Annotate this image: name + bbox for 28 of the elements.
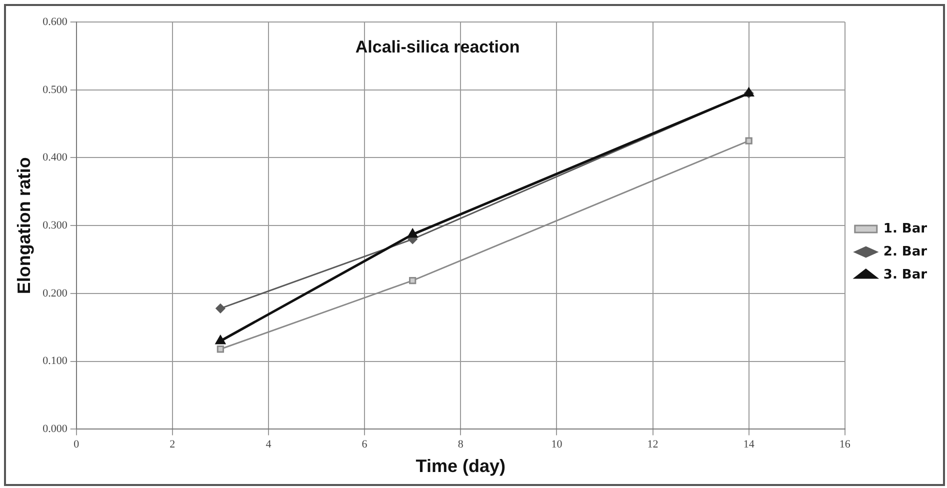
y-tick-label: 0.300 [42,219,68,232]
y-tick-label: 0.100 [42,355,68,368]
x-tick-label: 2 [170,438,176,451]
x-tick-label: 14 [743,438,755,451]
x-axis-title: Time (day) [416,456,506,476]
y-tick-label: 0.000 [42,423,68,436]
legend-label: 2. Bar [883,244,928,260]
x-tick-label: 6 [362,438,368,451]
legend-label: 3. Bar [883,267,928,282]
y-tick-label: 0.200 [42,287,68,300]
y-axis-title: Elongation ratio [14,157,34,294]
x-tick-label: 16 [839,438,851,451]
point [216,346,224,353]
point [745,137,752,144]
point [409,276,416,284]
text: Alcali-silica reaction [355,38,520,57]
y-tick-label: 0.600 [42,16,68,28]
x-tick-label: 8 [458,438,464,451]
point [216,336,226,344]
x-tick-label: 0 [74,438,80,451]
legend-label: 1. Bar [883,221,928,236]
y-tick-label: 0.400 [42,152,68,164]
x-tick-label: 10 [551,438,563,451]
x-tick-label: 12 [647,438,658,451]
y-tick-label: 0.500 [42,84,68,96]
x-tick-label: 4 [266,438,272,451]
point [408,229,418,238]
point [216,304,226,314]
